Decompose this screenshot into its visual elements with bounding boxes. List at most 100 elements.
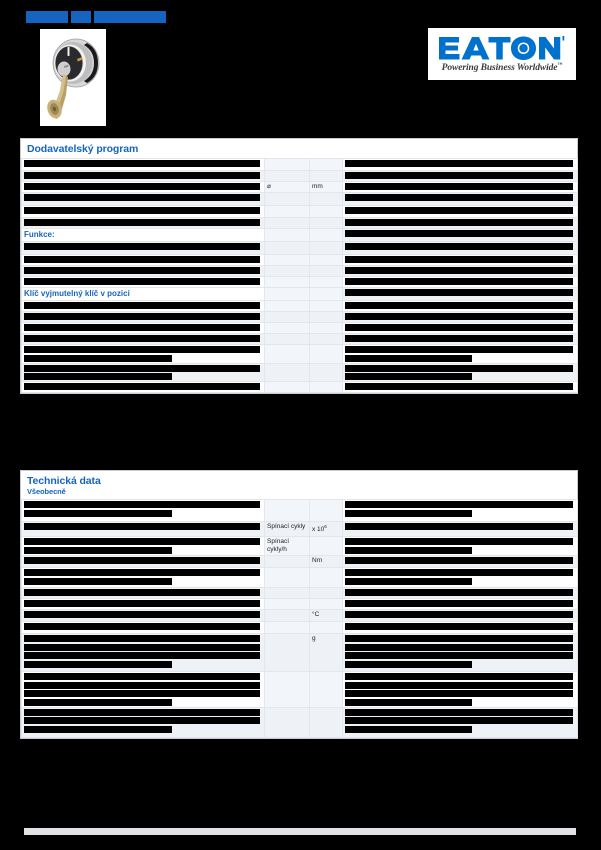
row-value (342, 322, 578, 334)
redaction-bar (24, 267, 260, 274)
row-value (342, 333, 578, 345)
table-row: Spínací cykly x 106 (21, 521, 578, 537)
row-unit-primary (264, 192, 310, 206)
redaction-bar (345, 538, 573, 545)
row-label (21, 170, 265, 182)
redaction-bar (94, 10, 166, 23)
row-value (342, 205, 578, 218)
row-label (21, 621, 265, 634)
table-body: ⌀ mm Funkce: Klíč vyjmutelný klíč v pozici (21, 158, 578, 393)
redaction-bar (24, 600, 260, 607)
redaction-bar (345, 256, 573, 263)
table-row (21, 158, 578, 171)
redaction-bar (345, 725, 472, 733)
redaction-bar (24, 278, 260, 285)
table-row: g (21, 633, 578, 672)
redaction-bar (345, 546, 472, 554)
redaction-bar (345, 660, 472, 668)
row-unit-secondary (309, 499, 343, 522)
redaction-bar (24, 643, 260, 651)
redaction-bar (345, 324, 573, 331)
redaction-bar (345, 643, 573, 651)
redaction-bar (345, 194, 573, 201)
row-unit-secondary: x 106 (309, 521, 343, 537)
redaction-bar (345, 302, 573, 309)
redaction-bar (71, 10, 91, 23)
table-row: °C (21, 609, 578, 622)
redaction-bar (24, 673, 260, 680)
row-unit-secondary (309, 158, 343, 171)
row-value (342, 555, 578, 568)
redaction-bar (345, 501, 573, 508)
table-row (21, 311, 578, 323)
row-label (21, 241, 265, 255)
page-footer (24, 828, 576, 835)
row-unit-secondary (309, 287, 343, 301)
redaction-bar (24, 346, 260, 353)
redaction-bar (24, 569, 260, 576)
row-label (21, 536, 265, 556)
row-value (342, 609, 578, 622)
redaction-bar (24, 708, 260, 716)
redaction-bar (24, 194, 260, 201)
row-unit-primary (264, 205, 310, 218)
row-value (342, 381, 578, 393)
redaction-bar (345, 698, 472, 706)
row-label (21, 499, 265, 522)
row-label (21, 344, 265, 364)
row-value (342, 671, 578, 708)
redaction-bar (24, 652, 260, 659)
document-title-redacted (26, 10, 166, 23)
table-row (21, 333, 578, 345)
eaton-wordmark-icon (439, 35, 565, 60)
row-unit-secondary (309, 311, 343, 323)
row-unit-secondary (309, 217, 343, 229)
row-unit-primary (264, 621, 310, 634)
table-row (21, 205, 578, 218)
row-unit-primary (264, 158, 310, 171)
redaction-bar (345, 708, 573, 716)
row-value (342, 217, 578, 229)
row-unit-primary (264, 362, 310, 382)
row-value (342, 228, 578, 242)
trademark-symbol: ™ (557, 62, 563, 68)
row-unit-secondary (309, 228, 343, 242)
redaction-bar (24, 160, 260, 167)
row-unit-primary (264, 567, 310, 588)
table-row (21, 621, 578, 634)
row-unit-primary: Spínací cykly (264, 521, 310, 537)
row-unit-secondary: °C (309, 609, 343, 622)
row-label (21, 521, 265, 537)
row-value (342, 567, 578, 588)
spec-table-supply-program: ⌀ mm Funkce: Klíč vyjmutelný klíč v pozici (21, 158, 578, 393)
row-value (342, 192, 578, 206)
row-unit-primary (264, 300, 310, 312)
row-unit-primary (264, 322, 310, 334)
section-subheading: Všeobecně (27, 487, 66, 496)
row-value (342, 587, 578, 599)
row-unit-secondary (309, 300, 343, 312)
table-row (21, 499, 578, 522)
row-unit-secondary (309, 192, 343, 206)
redaction-bar (345, 243, 573, 250)
redaction-bar (345, 611, 573, 618)
row-value (342, 170, 578, 182)
table-row (21, 706, 578, 738)
row-unit-primary (264, 671, 310, 708)
redaction-bar (24, 690, 260, 697)
row-value (342, 598, 578, 610)
redaction-bar (24, 302, 260, 309)
redaction-bar (345, 183, 573, 190)
redaction-bar (345, 346, 573, 353)
redaction-bar (24, 623, 260, 630)
redaction-bar (345, 569, 573, 576)
row-label (21, 217, 265, 229)
row-unit-primary (264, 170, 310, 182)
row-unit-primary (264, 333, 310, 345)
table-row (21, 322, 578, 334)
row-value (342, 499, 578, 522)
redaction-bar (345, 577, 472, 585)
redaction-bar (345, 230, 573, 237)
row-unit-secondary (309, 241, 343, 255)
